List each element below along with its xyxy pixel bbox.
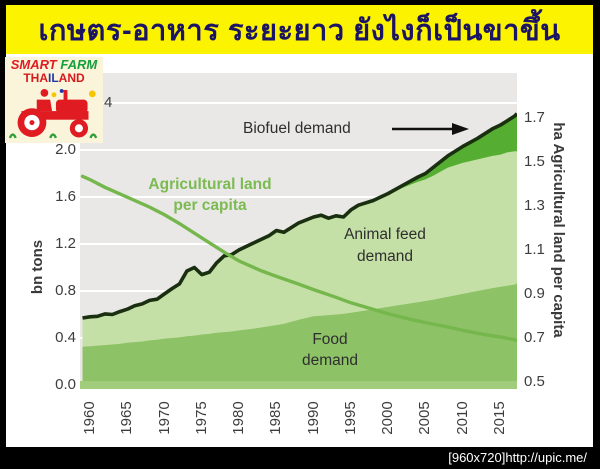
left-axis-partial-tick: 4 — [104, 94, 113, 111]
area-food-demand — [82, 283, 517, 385]
logo-thailand-part: AND — [58, 71, 85, 85]
annotation-biofuel-demand: Biofuel demand — [243, 120, 351, 137]
right-axis-tick: 0.5 — [524, 373, 545, 390]
logo-brand-line: SMART FARM — [5, 58, 103, 72]
smart-farm-thailand-logo: SMART FARM THAILAND — [5, 57, 103, 143]
logo-smart-text: SMART — [10, 57, 57, 72]
stacked-area-chart — [80, 102, 517, 385]
right-axis-tick: 1.1 — [524, 241, 545, 258]
tractor-icon — [8, 89, 98, 139]
logo-farm-text: FARM — [60, 57, 98, 72]
right-axis-tick: 1.3 — [524, 197, 545, 214]
credit-bar: [960x720]http://upic.me/ — [6, 447, 593, 469]
annotation-agricultural-land: Agricultural land per capita — [148, 176, 272, 214]
page-title: เกษตร-อาหาร ระยะยาว ยังไงก็เป็นขาขึ้น — [38, 14, 561, 47]
biofuel-arrow-icon — [390, 122, 470, 136]
right-axis-tick: 0.9 — [524, 285, 545, 302]
credit-text: [960x720]http://upic.me/ — [448, 450, 587, 465]
x-axis-baseline-bar — [80, 381, 517, 389]
title-banner: เกษตร-อาหาร ระยะยาว ยังไงก็เป็นขาขึ้น — [6, 5, 593, 54]
x-axis-tick: 2015 — [491, 401, 508, 435]
left-axis-tick: 1.2 — [55, 235, 76, 252]
right-axis-title: ha Agricultural land per capita — [550, 122, 567, 338]
total-demand-line — [82, 112, 517, 320]
right-axis-tick: 1.7 — [524, 109, 545, 126]
logo-thailand-text: THAILAND — [5, 72, 103, 85]
logo-thailand-part: IL — [48, 71, 59, 85]
agricultural-land-per-capita-line — [80, 174, 517, 342]
left-axis-tick: 0.4 — [55, 329, 76, 346]
left-axis-tick: 2.0 — [55, 141, 76, 158]
left-axis-tick: 0.0 — [55, 376, 76, 393]
annotation-animal-feed-demand: Animal feed demand — [344, 226, 426, 265]
left-axis-tick: 0.8 — [55, 282, 76, 299]
right-axis-tick: 1.5 — [524, 153, 545, 170]
logo-thailand-part: THA — [23, 71, 48, 85]
left-axis-tick: 1.6 — [55, 188, 76, 205]
right-axis-tick: 0.7 — [524, 329, 545, 346]
annotation-food-demand: Food demand — [301, 331, 358, 369]
